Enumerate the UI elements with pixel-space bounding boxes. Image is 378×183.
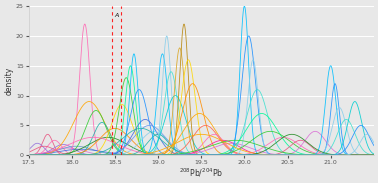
X-axis label: $^{208}$Pb/$^{204}$Pb: $^{208}$Pb/$^{204}$Pb xyxy=(179,166,223,179)
Text: A: A xyxy=(115,13,119,18)
Y-axis label: density: density xyxy=(4,67,13,95)
